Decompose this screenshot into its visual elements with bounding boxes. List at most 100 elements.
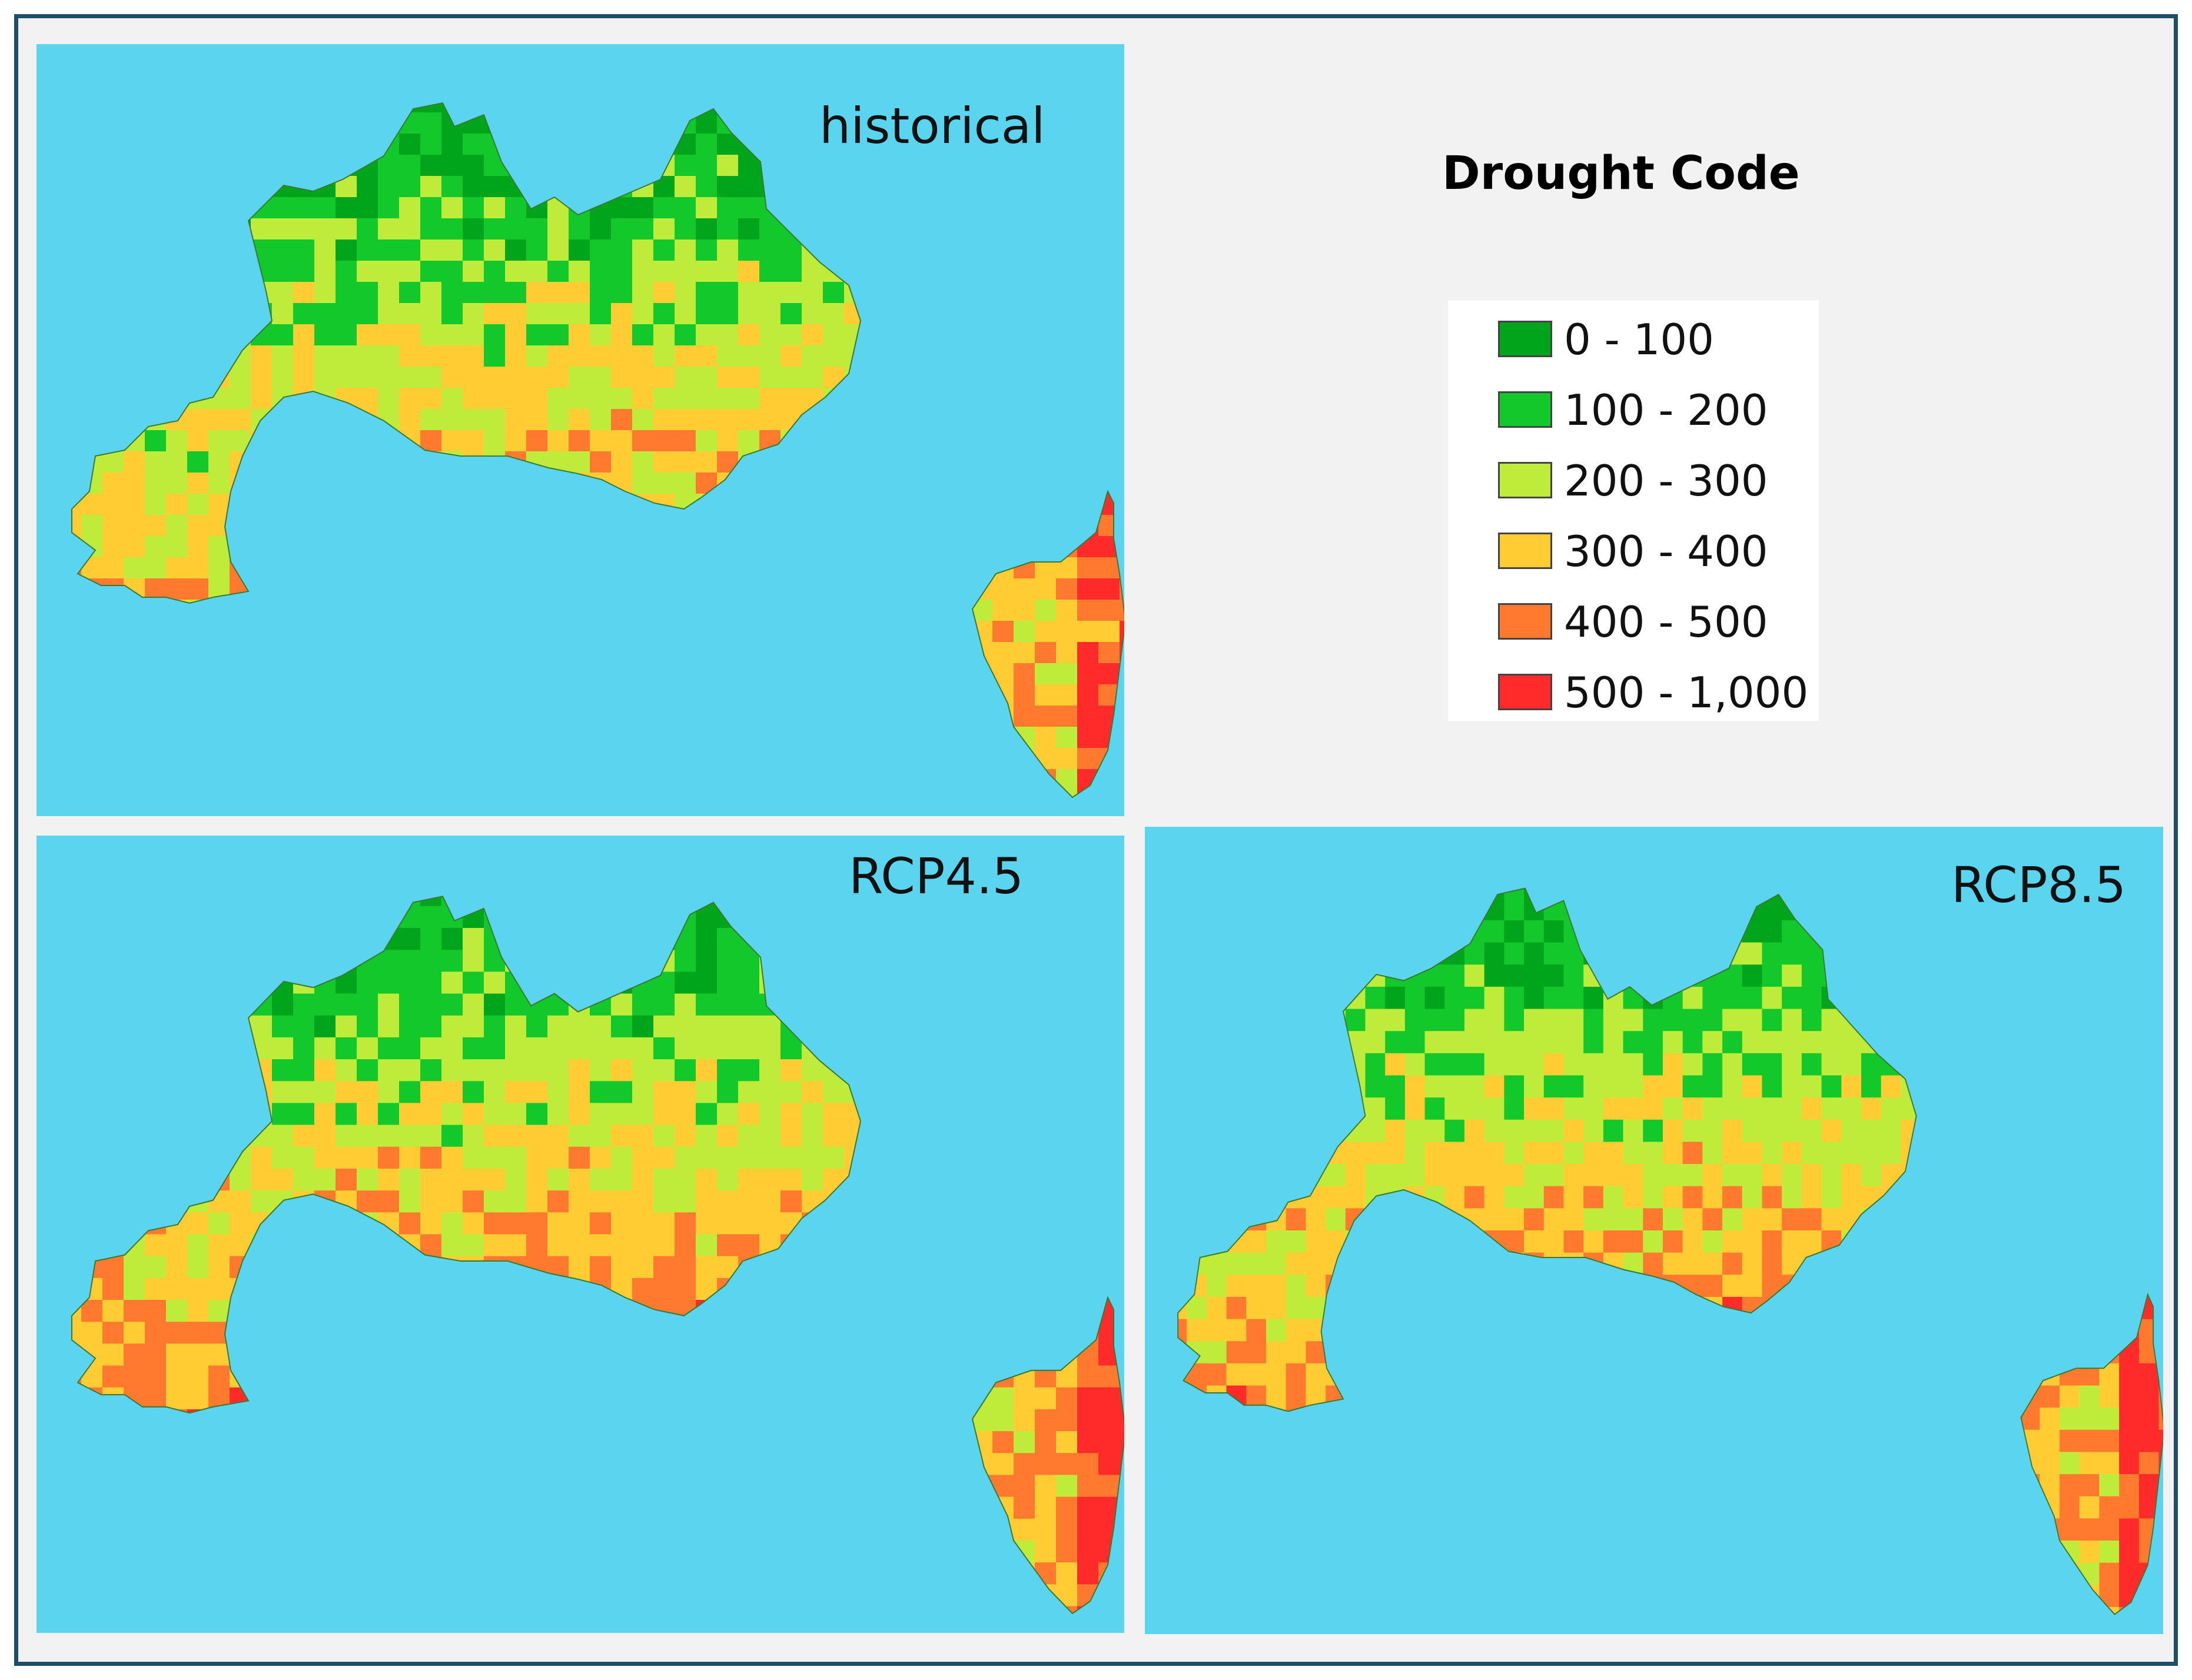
- grid-cell: [2040, 1075, 2060, 1098]
- grid-cell: [230, 1125, 251, 1147]
- grid-cell: [971, 515, 993, 537]
- grid-cell: [2079, 1230, 2100, 1253]
- grid-cell: [1035, 1168, 1057, 1191]
- grid-cell: [2079, 1496, 2100, 1519]
- grid-cell: [1014, 1584, 1035, 1607]
- grid-cell: [696, 155, 718, 177]
- grid-cell: [675, 642, 696, 664]
- grid-cell: [463, 218, 484, 240]
- grid-cell: [759, 642, 781, 664]
- grid-cell: [781, 906, 802, 929]
- grid-cell: [1960, 1164, 1981, 1187]
- grid-cell: [463, 1212, 484, 1235]
- grid-cell: [484, 642, 506, 664]
- grid-cell: [441, 1475, 463, 1498]
- grid-cell: [886, 950, 908, 972]
- grid-cell: [1583, 1319, 1604, 1342]
- grid-cell: [1960, 986, 1981, 1010]
- grid-cell: [717, 515, 739, 537]
- grid-cell: [1484, 964, 1504, 987]
- grid-cell: [950, 197, 972, 219]
- grid-cell: [1801, 898, 1822, 921]
- grid-cell: [1881, 1097, 1901, 1120]
- grid-cell: [844, 430, 866, 452]
- grid-cell: [1056, 1125, 1078, 1147]
- grid-cell: [1762, 1009, 1782, 1032]
- grid-cell: [336, 1256, 357, 1279]
- grid-cell: [1077, 972, 1099, 994]
- grid-cell: [865, 790, 887, 797]
- grid-cell: [1077, 1190, 1099, 1213]
- grid-cell: [632, 727, 654, 748]
- grid-cell: [1056, 155, 1078, 177]
- grid-cell: [81, 1409, 103, 1432]
- grid-cell: [526, 1431, 548, 1453]
- grid-cell: [420, 1562, 442, 1585]
- grid-cell: [802, 1409, 823, 1432]
- grid-cell: [251, 1168, 273, 1191]
- grid-cell: [1404, 1429, 1426, 1452]
- grid-cell: [696, 176, 718, 198]
- grid-cell: [590, 409, 612, 431]
- grid-cell: [1841, 1142, 1862, 1165]
- grid-cell: [1623, 1075, 1643, 1098]
- grid-cell: [230, 261, 251, 282]
- grid-cell: [1120, 600, 1124, 621]
- grid-cell: [653, 345, 675, 367]
- grid-cell: [1098, 972, 1120, 994]
- grid-cell: [441, 155, 463, 177]
- grid-cell: [717, 727, 739, 748]
- grid-cell: [1404, 1097, 1426, 1120]
- grid-cell: [1940, 1142, 1961, 1165]
- grid-cell: [908, 663, 929, 685]
- grid-cell: [2079, 1097, 2100, 1120]
- grid-cell: [505, 1256, 527, 1279]
- grid-cell: [230, 1300, 251, 1322]
- grid-cell: [187, 1125, 209, 1147]
- grid-cell: [1120, 430, 1124, 452]
- grid-cell: [886, 1409, 908, 1432]
- grid-cell: [1543, 1097, 1564, 1120]
- grid-cell: [2079, 1053, 2100, 1076]
- grid-cell: [2138, 1164, 2159, 1187]
- grid-cell: [611, 950, 633, 972]
- grid-cell: [399, 1541, 421, 1563]
- grid-cell: [1014, 1387, 1035, 1410]
- grid-cell: [929, 1518, 951, 1541]
- grid-cell: [1881, 1319, 1901, 1342]
- grid-cell: [378, 1343, 400, 1366]
- grid-cell: [420, 684, 442, 706]
- grid-cell: [1643, 1496, 1663, 1519]
- grid-cell: [505, 345, 527, 367]
- grid-cell: [1861, 1186, 1882, 1209]
- grid-cell: [1286, 1208, 1306, 1231]
- grid-cell: [1524, 1408, 1545, 1431]
- grid-cell: [781, 684, 802, 706]
- grid-cell: [526, 684, 548, 706]
- grid-cell: [1524, 1341, 1545, 1364]
- grid-cell: [569, 1606, 590, 1614]
- grid-cell: [675, 727, 696, 748]
- grid-cell: [1444, 1097, 1465, 1120]
- grid-cell: [675, 1562, 696, 1585]
- grid-cell: [781, 1081, 802, 1103]
- grid-cell: [632, 197, 654, 219]
- grid-cell: [844, 1190, 866, 1213]
- grid-cell: [102, 950, 124, 972]
- grid-cell: [1782, 1518, 1802, 1541]
- grid-cell: [484, 494, 506, 515]
- grid-cell: [1742, 1186, 1762, 1209]
- grid-cell: [526, 303, 548, 325]
- grid-cell: [1077, 239, 1099, 261]
- grid-cell: [653, 1168, 675, 1191]
- grid-cell: [2060, 1275, 2080, 1298]
- grid-cell: [717, 748, 739, 770]
- grid-cell: [950, 324, 972, 346]
- grid-cell: [1682, 1097, 1703, 1120]
- grid-cell: [675, 1146, 696, 1169]
- grid-cell: [357, 621, 378, 643]
- grid-cell: [781, 112, 802, 134]
- grid-cell: [1881, 964, 1901, 987]
- grid-cell: [569, 430, 590, 452]
- grid-cell: [759, 896, 781, 907]
